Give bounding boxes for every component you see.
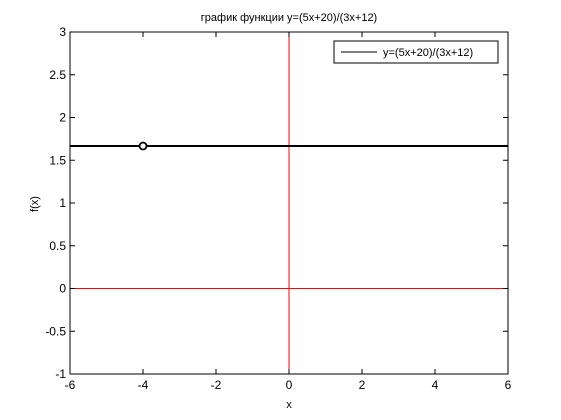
y-tick-label: 0.5 bbox=[49, 239, 66, 253]
y-tick-label: -1 bbox=[55, 367, 66, 381]
y-axis-label: f(x) bbox=[29, 196, 41, 212]
legend: y=(5x+20)/(3x+12) bbox=[333, 40, 499, 64]
y-tick-label: 3 bbox=[59, 25, 66, 39]
x-tick-label: 2 bbox=[359, 378, 366, 392]
x-tick-label: 0 bbox=[286, 378, 293, 392]
plot-area: -6 -4 -2 0 2 4 6 -1 -0.5 0 0.5 1 1.5 2 2.5 3 bbox=[45, 25, 511, 392]
y-tick-label: 1 bbox=[59, 196, 66, 210]
x-tick-label: 6 bbox=[505, 378, 512, 392]
y-tick-label: -0.5 bbox=[45, 324, 66, 338]
x-tick-label: -2 bbox=[211, 378, 222, 392]
x-tick-label: -4 bbox=[138, 378, 149, 392]
y-tick-label: 2 bbox=[59, 111, 66, 125]
x-tick-label: -6 bbox=[65, 378, 76, 392]
chart-title: график функции y=(5x+20)/(3x+12) bbox=[201, 12, 377, 24]
legend-entry-label: y=(5x+20)/(3x+12) bbox=[383, 47, 473, 59]
x-axis-label: x bbox=[286, 399, 292, 411]
y-tick-label: 1.5 bbox=[49, 153, 66, 167]
y-tick-label: 0 bbox=[59, 282, 66, 296]
excluded-point-marker bbox=[138, 141, 148, 151]
x-tick-label: 4 bbox=[432, 378, 439, 392]
legend-box bbox=[333, 40, 499, 64]
y-tick-label: 2.5 bbox=[49, 68, 66, 82]
